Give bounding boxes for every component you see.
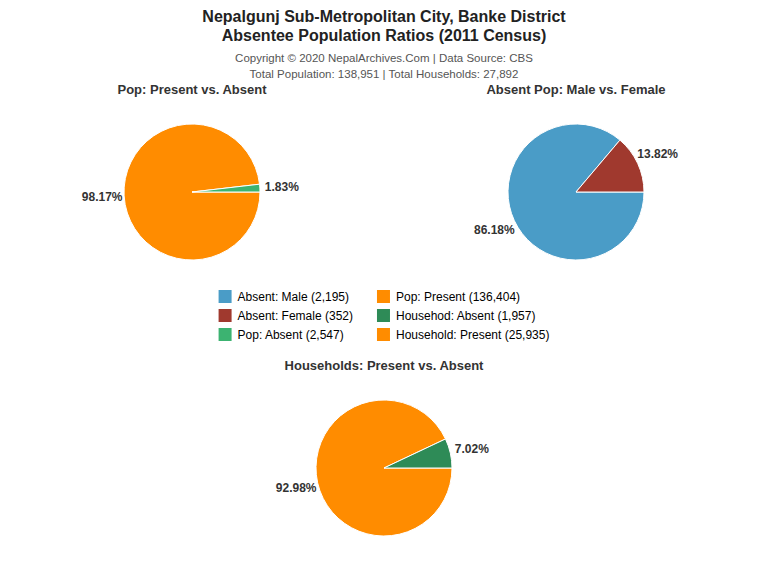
pie-slice [508, 124, 644, 260]
chart-title: Absent Pop: Male vs. Female [486, 82, 665, 97]
subtitle: Total Population: 138,951 | Total Househ… [250, 68, 519, 80]
pie: 98.17% 1.83% [82, 124, 299, 260]
data-label: 86.18% [474, 223, 515, 237]
legend-label: Absent: Female (352) [238, 309, 353, 323]
legend-swatch [219, 309, 232, 322]
pie-slice [316, 400, 452, 536]
legend-item: Pop: Absent (2,547) [219, 328, 344, 342]
legend-label: Absent: Male (2,195) [238, 290, 349, 304]
pie: 86.18% 13.82% [474, 124, 678, 260]
legend: Absent: Male (2,195) Absent: Female (352)… [219, 290, 550, 342]
data-label: 1.83% [265, 180, 299, 194]
legend-label: Househod: Absent (1,957) [396, 309, 535, 323]
legend-swatch [219, 328, 232, 341]
figure: Nepalgunj Sub-Metropolitan City, Banke D… [0, 0, 768, 576]
legend-item: Household: Present (25,935) [377, 328, 549, 342]
pie-slice [576, 140, 644, 192]
legend-label: Pop: Present (136,404) [396, 290, 520, 304]
data-label: 7.02% [455, 442, 489, 456]
legend-item: Pop: Present (136,404) [377, 290, 520, 304]
title: Absentee Population Ratios (2011 Census) [222, 27, 547, 44]
data-label: 98.17% [82, 190, 123, 204]
legend-swatch [377, 328, 390, 341]
data-label: 13.82% [637, 147, 678, 161]
legend-label: Household: Present (25,935) [396, 328, 549, 342]
subtitle: Copyright © 2020 NepalArchives.Com | Dat… [235, 52, 533, 64]
data-label: 92.98% [276, 481, 317, 495]
pie-slice [124, 124, 260, 260]
pie: 92.98% 7.02% [276, 400, 489, 536]
legend-item: Househod: Absent (1,957) [377, 309, 535, 323]
pie-slice [192, 184, 260, 192]
chart-title: Pop: Present vs. Absent [117, 82, 267, 97]
legend-swatch [219, 290, 232, 303]
legend-swatch [377, 290, 390, 303]
title: Nepalgunj Sub-Metropolitan City, Banke D… [202, 8, 566, 25]
legend-item: Absent: Female (352) [219, 309, 353, 323]
chart-title: Households: Present vs. Absent [285, 358, 485, 373]
pie-slice [384, 439, 452, 468]
legend-label: Pop: Absent (2,547) [238, 328, 344, 342]
legend-swatch [377, 309, 390, 322]
legend-item: Absent: Male (2,195) [219, 290, 349, 304]
